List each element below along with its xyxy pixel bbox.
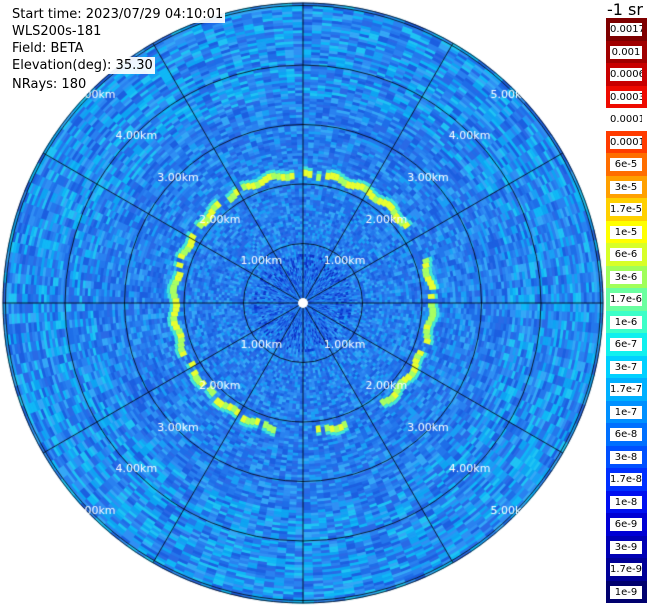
colorbar-segment: 6e-9 bbox=[606, 513, 647, 536]
colorbar-tick-label: 3e-7 bbox=[610, 360, 642, 374]
colorbar-segment: 6e-5 bbox=[606, 153, 647, 176]
colorbar-segment: 6e-6 bbox=[606, 243, 647, 266]
colorbar-tick-label: 3e-5 bbox=[610, 180, 642, 194]
instrument-label: WLS200s-181 bbox=[10, 23, 104, 40]
colorbar-tick-label: 1.7e-9 bbox=[610, 563, 642, 576]
colorbar-tick-label: 3e-9 bbox=[610, 540, 642, 554]
colorbar-segment: 1.7e-5 bbox=[606, 198, 647, 221]
colorbar-segment: 1e-5 bbox=[606, 220, 647, 243]
colorbar-tick-label: 0.0006 bbox=[610, 68, 642, 81]
field-label: Field: BETA bbox=[10, 40, 86, 57]
colorbar-tick-label: 6e-5 bbox=[610, 158, 642, 171]
colorbar-tick-label: 6e-9 bbox=[610, 518, 642, 531]
colorbar-segment: 1.7e-8 bbox=[606, 468, 647, 491]
colorbar-unit-label: -1 sr bbox=[607, 0, 643, 19]
colorbar-segment: 0.00017 bbox=[606, 108, 647, 131]
colorbar-tick-label: 0.00017 bbox=[610, 113, 642, 126]
colorbar-tick-label: 1e-7 bbox=[610, 405, 642, 419]
nrays-label: NRays: 180 bbox=[10, 76, 89, 93]
colorbar-segment: 1e-8 bbox=[606, 490, 647, 513]
colorbar-segment: 1.7e-9 bbox=[606, 558, 647, 581]
colorbar-segment: 0.0003 bbox=[606, 85, 647, 108]
colorbar-tick-label: 0.0017 bbox=[610, 23, 642, 36]
colorbar-tick-label: 0.001 bbox=[610, 45, 642, 59]
colorbar-tick-label: 3e-6 bbox=[610, 270, 642, 284]
colorbar-segment: 3e-5 bbox=[606, 175, 647, 198]
colorbar-segment: 0.0017 bbox=[606, 18, 647, 41]
colorbar-segment: 6e-8 bbox=[606, 423, 647, 446]
colorbar-tick-label: 1e-6 bbox=[610, 315, 642, 329]
colorbar-tick-label: 3e-8 bbox=[610, 450, 642, 464]
colorbar-tick-label: 0.0003 bbox=[610, 90, 642, 104]
colorbar-segment: 6e-7 bbox=[606, 333, 647, 356]
colorbar-tick-label: 1.7e-8 bbox=[610, 473, 642, 486]
colorbar-segment: 1.7e-6 bbox=[606, 288, 647, 311]
start-time-label: Start time: 2023/07/29 04:10:01 bbox=[10, 6, 226, 23]
colorbar-segment: 0.0001 bbox=[606, 130, 647, 153]
colorbar-segment: 3e-8 bbox=[606, 445, 647, 468]
colorbar-tick-label: 1e-8 bbox=[610, 495, 642, 509]
colorbar-segment: 1e-6 bbox=[606, 310, 647, 333]
colorbar-tick-label: 1.7e-5 bbox=[610, 203, 642, 216]
colorbar-tick-label: 1e-9 bbox=[610, 585, 642, 599]
colorbar-tick-label: 1.7e-6 bbox=[610, 293, 642, 306]
colorbar-segment: 0.001 bbox=[606, 40, 647, 63]
colorbar-tick-label: 1.7e-7 bbox=[610, 383, 642, 396]
ppi-scan-plot bbox=[0, 0, 606, 607]
colorbar-segment: 1.7e-7 bbox=[606, 378, 647, 401]
colorbar-tick-label: 6e-8 bbox=[610, 428, 642, 441]
elevation-label: Elevation(deg): 35.30 bbox=[10, 57, 155, 74]
colorbar-segment: 3e-7 bbox=[606, 355, 647, 378]
colorbar: 0.0017 0.001 0.0006 0.0003 0.00017 0.0001 6e-5… bbox=[606, 18, 647, 604]
colorbar-segment: 0.0006 bbox=[606, 63, 647, 86]
colorbar-segment: 1e-9 bbox=[606, 580, 647, 603]
colorbar-tick-label: 0.0001 bbox=[610, 135, 642, 149]
scan-info-panel: Start time: 2023/07/29 04:10:01 WLS200s-… bbox=[10, 6, 226, 93]
colorbar-segment: 3e-6 bbox=[606, 265, 647, 288]
colorbar-tick-label: 1e-5 bbox=[610, 225, 642, 239]
colorbar-segment: 1e-7 bbox=[606, 400, 647, 423]
colorbar-tick-label: 6e-7 bbox=[610, 338, 642, 351]
colorbar-segment: 3e-9 bbox=[606, 535, 647, 558]
colorbar-tick-label: 6e-6 bbox=[610, 248, 642, 261]
